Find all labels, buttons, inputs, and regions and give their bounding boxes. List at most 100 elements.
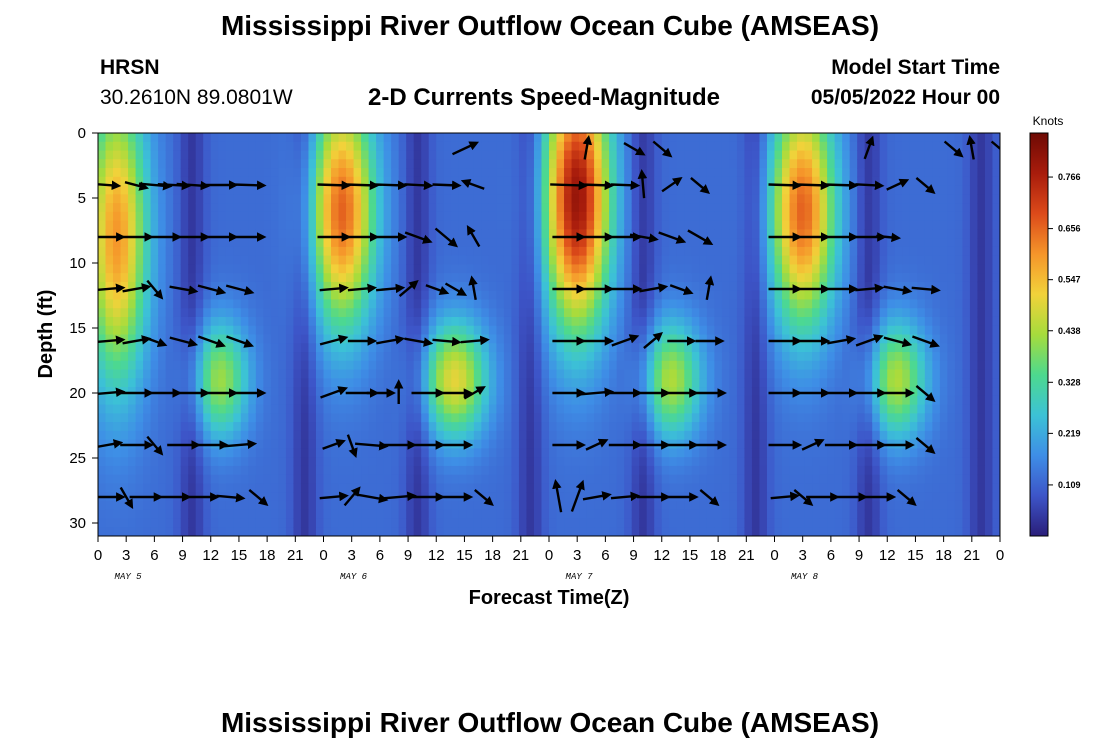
- heat-cell: [857, 500, 866, 511]
- heat-cell: [902, 133, 911, 143]
- heat-cell: [736, 352, 746, 362]
- heat-cell: [797, 369, 806, 379]
- heat-cell: [278, 509, 287, 520]
- heat-cell: [105, 133, 114, 143]
- heat-cell: [759, 360, 768, 371]
- heat-cell: [736, 299, 746, 309]
- heat-cell: [661, 404, 670, 414]
- heat-cell: [113, 220, 122, 230]
- heat-cell: [323, 430, 332, 441]
- heat-cell: [812, 229, 821, 239]
- heat-cell: [834, 290, 843, 301]
- heat-cell: [864, 448, 873, 458]
- heat-cell: [564, 360, 573, 371]
- heat-cell: [669, 430, 678, 441]
- heat-cell: [195, 378, 204, 388]
- heat-cell: [225, 404, 234, 414]
- heat-cell: [105, 430, 114, 441]
- heat-cell: [556, 352, 565, 362]
- heat-cell: [338, 255, 347, 266]
- heat-cell: [872, 238, 881, 248]
- heat-cell: [255, 281, 264, 292]
- heat-cell: [879, 316, 888, 327]
- heat-cell: [308, 334, 317, 344]
- heat-cell: [549, 448, 558, 458]
- heat-cell: [609, 194, 618, 204]
- heat-cell: [751, 141, 761, 152]
- heat-cell: [383, 395, 392, 406]
- heat-cell: [909, 299, 918, 309]
- heat-cell: [541, 290, 550, 301]
- heat-cell: [203, 509, 212, 520]
- heat-cell: [564, 413, 573, 423]
- heat-cell: [436, 264, 445, 274]
- heat-cell: [398, 500, 407, 511]
- heat-cell: [782, 264, 791, 274]
- heat-cell: [428, 500, 437, 511]
- heat-cell: [248, 352, 257, 362]
- heat-cell: [804, 290, 813, 301]
- heat-cell: [315, 465, 325, 476]
- heat-cell: [804, 229, 813, 239]
- heat-cell: [150, 395, 159, 406]
- heat-cell: [631, 308, 640, 318]
- heat-cell: [323, 413, 332, 423]
- heat-cell: [751, 255, 761, 266]
- heat-cell: [766, 150, 776, 160]
- heat-cell: [684, 316, 693, 327]
- heat-cell: [887, 185, 896, 195]
- heat-cell: [849, 474, 858, 485]
- heat-cell: [150, 422, 159, 432]
- heat-cell: [173, 430, 182, 441]
- heat-cell: [361, 404, 370, 414]
- heat-cell: [496, 290, 505, 301]
- heat-cell: [270, 352, 279, 362]
- heat-cell: [278, 439, 287, 449]
- heat-cell: [586, 299, 595, 309]
- heat-cell: [488, 281, 497, 292]
- heat-cell: [601, 220, 610, 230]
- heat-cell: [766, 246, 776, 257]
- heat-cell: [285, 299, 295, 309]
- heat-cell: [293, 448, 302, 458]
- heat-cell: [729, 150, 738, 160]
- heat-cell: [609, 474, 618, 485]
- heat-cell: [594, 518, 603, 528]
- heat-cell: [639, 395, 648, 406]
- heat-cell: [218, 457, 227, 467]
- heat-cell: [225, 474, 234, 485]
- heat-cell: [571, 273, 580, 283]
- heat-cell: [827, 413, 836, 423]
- heat-cell: [849, 413, 858, 423]
- heat-cell: [797, 474, 806, 485]
- heat-cell: [210, 352, 219, 362]
- heat-cell: [113, 474, 122, 485]
- heat-cell: [609, 185, 618, 195]
- heat-cell: [218, 395, 227, 406]
- heat-cell: [706, 360, 715, 371]
- heat-cell: [361, 133, 370, 143]
- heat-cell: [240, 133, 249, 143]
- heat-cell: [812, 185, 821, 195]
- heat-cell: [827, 168, 836, 178]
- heat-cell: [609, 299, 618, 309]
- heat-cell: [699, 273, 708, 283]
- heat-cell: [331, 500, 340, 511]
- heat-cell: [300, 457, 310, 467]
- heat-cell: [398, 360, 407, 371]
- heat-cell: [195, 273, 204, 283]
- heat-cell: [285, 246, 295, 257]
- heat-cell: [406, 509, 415, 520]
- heat-cell: [699, 457, 708, 467]
- heat-cell: [564, 316, 573, 327]
- heat-cell: [210, 395, 219, 406]
- heat-cell: [782, 360, 791, 371]
- heat-cell: [872, 360, 881, 371]
- heat-cell: [173, 404, 182, 414]
- heat-cell: [736, 203, 746, 213]
- heat-cell: [789, 422, 798, 432]
- heat-cell: [255, 422, 264, 432]
- heat-cell: [473, 159, 482, 169]
- heat-cell: [774, 518, 783, 528]
- heat-cell: [511, 194, 520, 204]
